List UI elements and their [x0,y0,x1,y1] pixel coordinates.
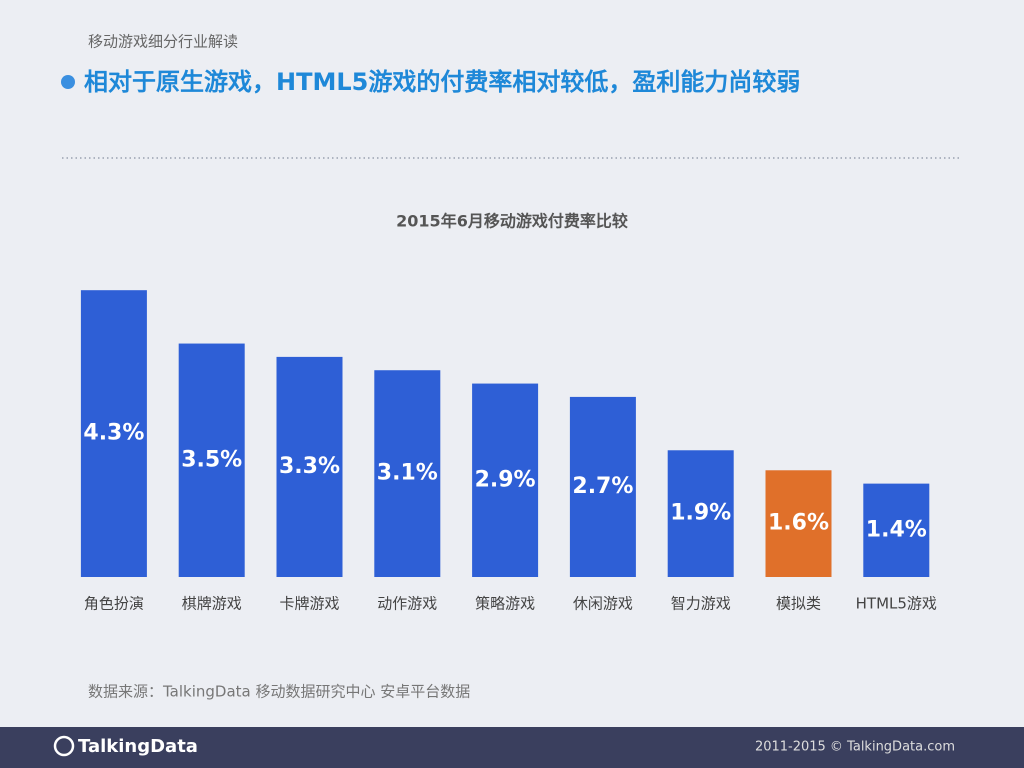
value-label: 3.5% [181,447,242,472]
bar [863,483,930,577]
value-label: 1.6% [768,511,829,536]
value-label: 2.7% [572,474,633,499]
copyright: 2011-2015 © TalkingData.com [755,740,955,755]
value-label: 1.4% [866,517,927,542]
section-label: 移动游戏细分行业解读 [88,33,238,51]
bar [667,450,734,577]
x-tick-label: 智力游戏 [671,595,731,613]
x-tick-label: 棋牌游戏 [182,595,242,613]
bar [765,470,832,577]
value-label: 3.1% [377,461,438,486]
x-tick-label: 休闲游戏 [573,595,633,613]
bar [178,343,245,577]
logo-text: TalkingData [78,736,198,757]
x-tick-label: 策略游戏 [475,595,535,613]
source-note: 数据来源：TalkingData 移动数据研究中心 安卓平台数据 [88,683,470,701]
x-tick-label: 动作游戏 [377,595,437,613]
footer-bar [0,727,1024,768]
bar [374,370,441,577]
logo-icon [53,735,75,757]
chart-title: 2015年6月移动游戏付费率比较 [396,212,628,231]
x-tick-label: 模拟类 [776,595,821,613]
x-tick-label: 角色扮演 [84,595,144,613]
bar [472,383,539,577]
value-label: 1.9% [670,501,731,526]
bar [569,396,636,577]
x-tick-label: 卡牌游戏 [279,595,339,613]
x-tick-label: HTML5游戏 [856,595,937,613]
bullet [61,75,75,89]
value-label: 2.9% [475,467,536,492]
bar [276,356,343,577]
bar [80,290,147,577]
value-label: 4.3% [83,421,144,446]
value-label: 3.3% [279,454,340,479]
slide-title: 相对于原生游戏，HTML5游戏的付费率相对较低，盈利能力尚较弱 [84,68,800,96]
